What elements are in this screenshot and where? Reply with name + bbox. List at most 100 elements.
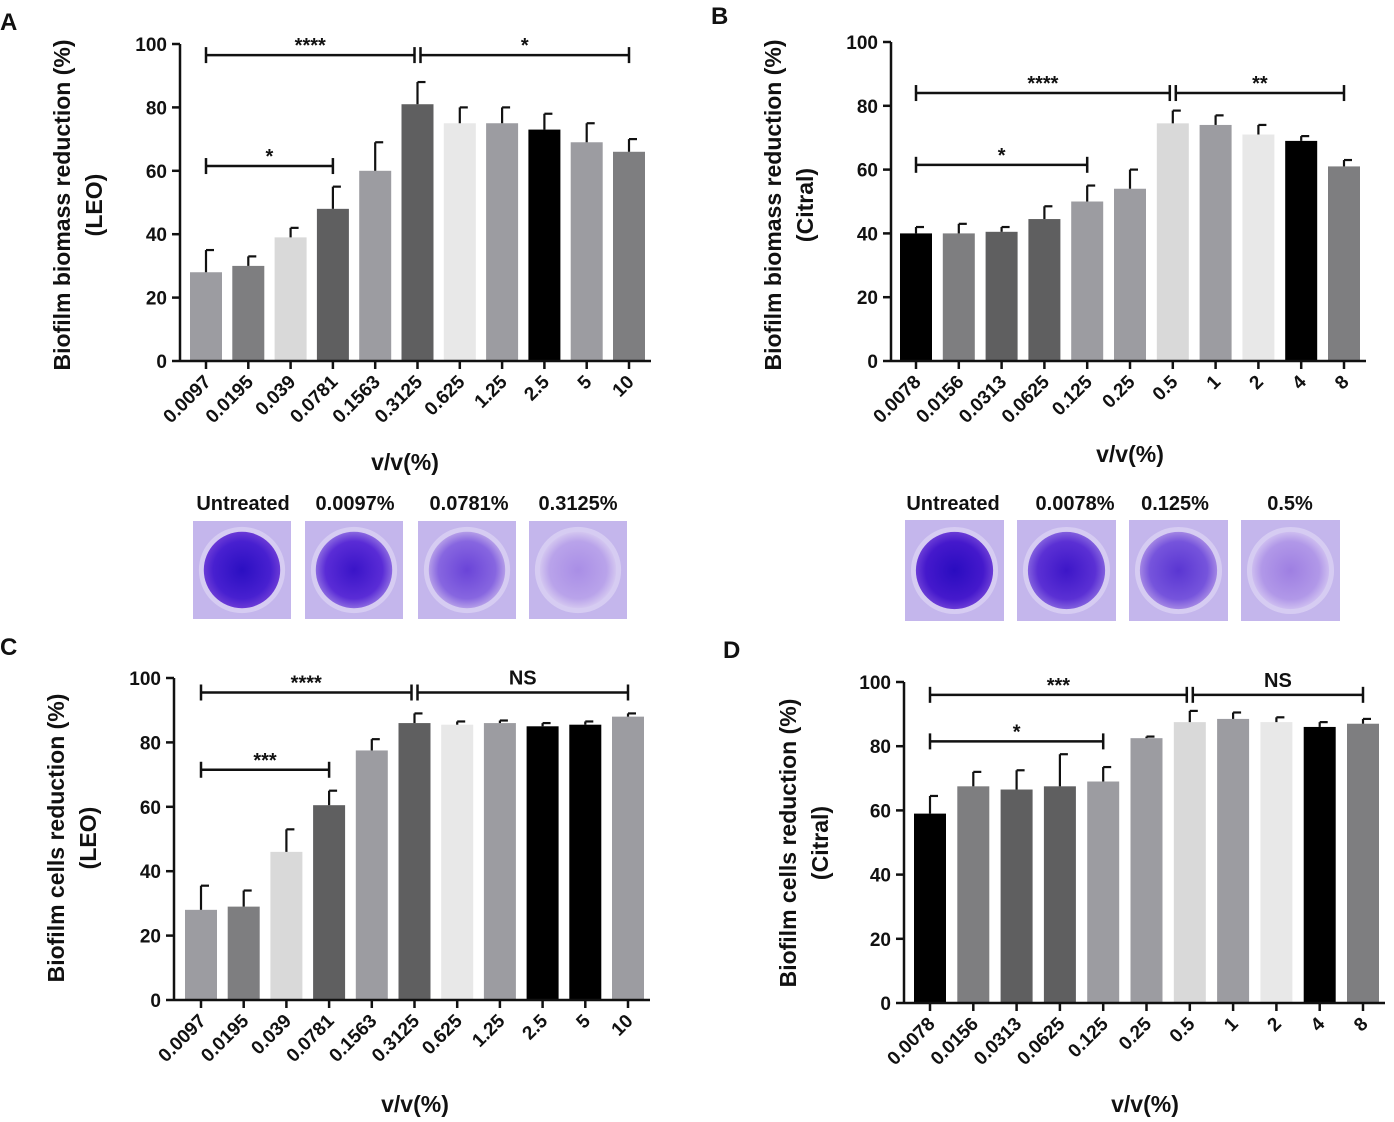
bar [443, 123, 476, 361]
x-tick-label: 0.0156 [927, 1014, 983, 1070]
bar [1199, 124, 1232, 361]
x-tick-label: 2 [1246, 372, 1268, 394]
y-tick-label: 40 [870, 866, 891, 887]
x-tick-label: 0.0097 [155, 1011, 211, 1067]
well-stain [315, 531, 393, 609]
significance-label: * [998, 145, 1006, 167]
bar [612, 716, 644, 1000]
x-tick-label: 0.5 [1166, 1013, 1200, 1047]
bar [1285, 140, 1318, 361]
bar [1303, 726, 1336, 1003]
y-axis-label: Biofilm cells reduction (%) [775, 699, 801, 988]
x-tick-label: 0.0156 [912, 372, 968, 428]
x-axis-label: v/v(%) [1096, 441, 1164, 467]
significance-label: * [521, 35, 529, 57]
bar [1087, 781, 1120, 1003]
bar [942, 233, 975, 361]
well-stain [539, 531, 617, 609]
well-label: Untreated [196, 493, 289, 515]
bar [1071, 201, 1104, 361]
bar [985, 231, 1018, 361]
y-tick-label: 80 [146, 98, 167, 119]
bar [270, 851, 303, 1000]
bar [914, 813, 946, 1003]
significance-label: ** [1252, 73, 1268, 95]
y-tick-label: 60 [146, 162, 167, 183]
bar [486, 123, 519, 361]
x-tick-label: 0.3125 [371, 371, 427, 427]
y-axis-label-sub: (LEO) [81, 174, 107, 237]
significance-label: **** [295, 35, 326, 57]
significance-label: NS [1264, 670, 1292, 692]
y-tick-label: 0 [156, 352, 167, 373]
y-tick-label: 60 [140, 798, 161, 819]
x-tick-label: 1 [1203, 371, 1226, 394]
chart-panel-c: C0204060801000.00970.01950.0390.07810.15… [0, 634, 650, 1117]
x-tick-label: 0.625 [421, 371, 470, 420]
bar [1000, 789, 1033, 1003]
well-label: 0.0078% [1036, 493, 1115, 515]
significance-label: NS [509, 667, 537, 689]
well-stain [1027, 531, 1106, 610]
y-tick-label: 60 [870, 801, 891, 822]
significance-label: * [266, 146, 274, 168]
well-stain [428, 531, 506, 609]
y-tick-label: 80 [870, 737, 891, 758]
x-tick-label: 8 [1350, 1014, 1372, 1036]
bar [1043, 786, 1076, 1003]
bar [227, 906, 260, 1000]
bar [1347, 723, 1379, 1003]
bar [483, 723, 516, 1000]
bar [957, 786, 990, 1003]
x-tick-label: 4 [1288, 371, 1311, 394]
x-tick-label: 5 [574, 371, 597, 394]
x-tick-label: 0.0625 [1013, 1013, 1069, 1069]
x-tick-label: 0.0195 [197, 1010, 253, 1066]
x-tick-label: 4 [1307, 1013, 1330, 1036]
x-tick-label: 0.0313 [955, 372, 1011, 428]
bar [528, 129, 561, 361]
x-tick-label: 0.0625 [998, 371, 1054, 427]
x-tick-label: 5 [573, 1010, 596, 1033]
x-tick-label: 0.0078 [884, 1014, 940, 1070]
bar [526, 726, 559, 1000]
bar [441, 724, 474, 1000]
bar [1242, 134, 1275, 361]
x-tick-label: 8 [1331, 372, 1353, 394]
x-tick-label: 2.5 [519, 1010, 553, 1044]
y-axis-label-sub: (Citral) [807, 806, 833, 880]
significance-label: *** [1047, 675, 1071, 697]
bar [1130, 738, 1163, 1003]
y-tick-label: 100 [859, 673, 891, 694]
y-axis-label-sub: (Citral) [792, 168, 818, 242]
chart-panel-a: A0204060801000.00970.01950.0390.07810.15… [0, 9, 651, 619]
y-tick-label: 100 [129, 669, 161, 690]
well-label: 0.5% [1267, 493, 1313, 515]
y-axis-label-sub: (LEO) [75, 807, 101, 870]
bar [569, 724, 602, 1000]
chart-panel-b: B0204060801000.00780.01560.03130.06250.1… [711, 3, 1366, 621]
y-tick-label: 20 [857, 288, 878, 309]
x-tick-label: 0.25 [1099, 371, 1140, 412]
x-tick-label: 1 [1220, 1013, 1243, 1036]
bar [1173, 722, 1206, 1003]
y-tick-label: 60 [857, 161, 878, 182]
well-stain [203, 531, 281, 609]
bar [232, 265, 265, 361]
significance-label: **** [291, 672, 322, 694]
y-tick-label: 100 [135, 35, 167, 56]
bar [398, 723, 431, 1000]
x-tick-label: 0.5 [1149, 371, 1183, 405]
y-axis-label: Biofilm cells reduction (%) [43, 694, 69, 983]
x-tick-label: 0.0078 [870, 372, 926, 428]
y-tick-label: 80 [857, 97, 878, 118]
well-stain [915, 531, 994, 610]
bar [313, 805, 346, 1000]
x-tick-label: 0.125 [1048, 371, 1097, 420]
x-tick-label: 2.5 [520, 371, 554, 405]
x-tick-label: 0.25 [1115, 1013, 1156, 1054]
y-tick-label: 40 [140, 862, 161, 883]
well-label: 0.3125% [539, 493, 618, 515]
bar [185, 909, 217, 1000]
